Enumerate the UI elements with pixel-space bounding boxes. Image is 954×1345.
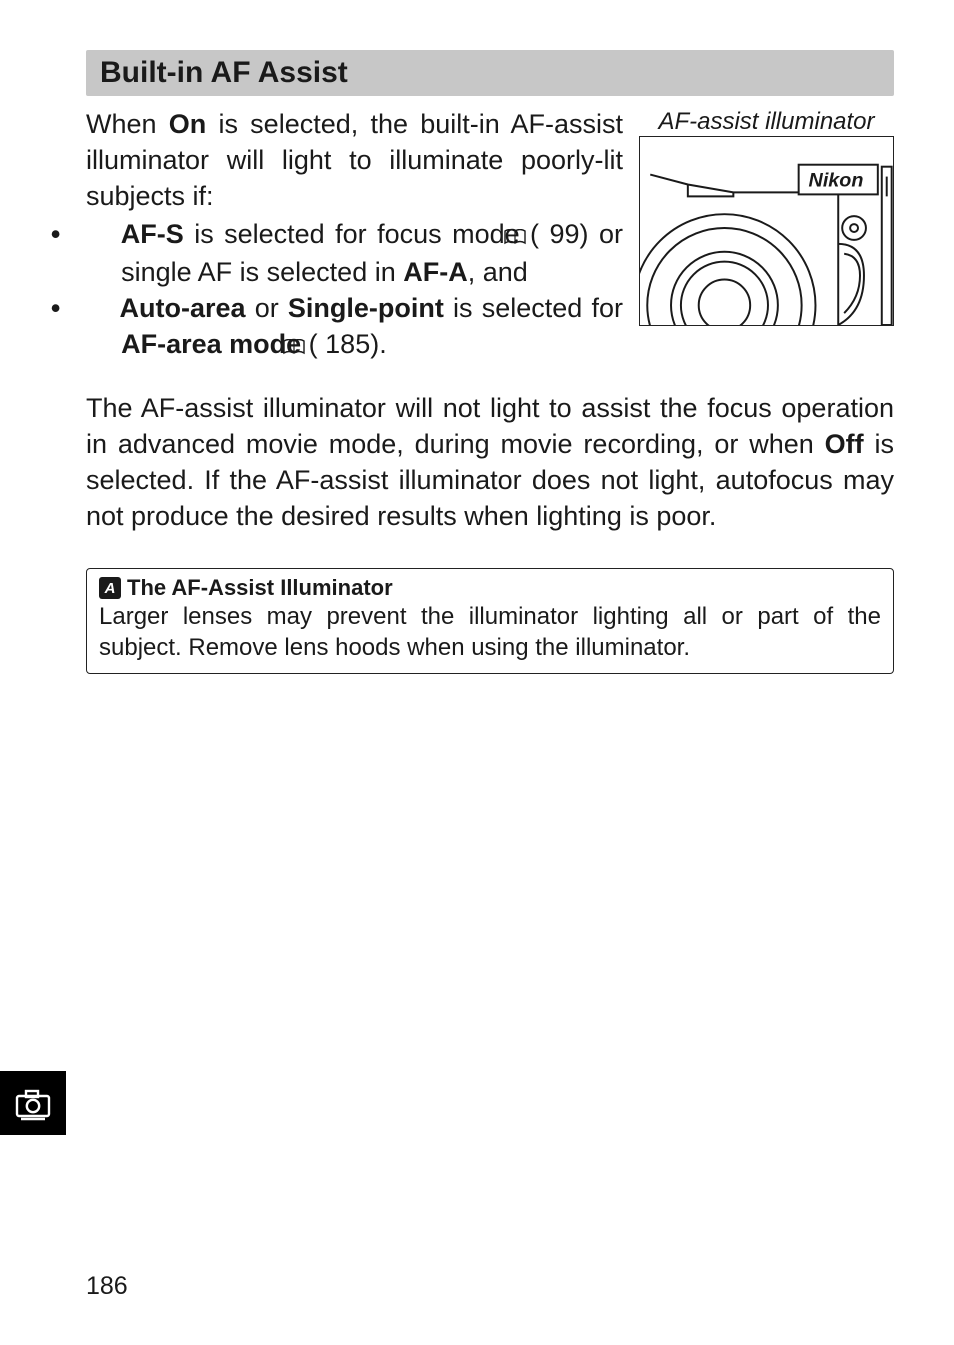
pencil-icon: A	[99, 577, 121, 599]
t: , and	[468, 257, 528, 287]
t: is selected for	[444, 293, 623, 323]
note-title: The AF-Assist Illuminator	[127, 575, 393, 601]
t: When	[86, 109, 169, 139]
figure-af-assist: AF-assist illuminator Nikon	[639, 108, 894, 326]
page-number: 186	[86, 1272, 128, 1301]
page-ref-99: 99	[539, 219, 579, 249]
t: is selected for focus mode (	[184, 219, 539, 249]
camera-icon	[14, 1084, 52, 1122]
singlepoint-label: Single-point	[288, 293, 444, 323]
note-box: A The AF-Assist Illuminator Larger lense…	[86, 568, 894, 674]
section-title: Built-in AF Assist	[100, 56, 348, 89]
t: or	[246, 293, 288, 323]
nikon-logo-text: Nikon	[809, 169, 864, 191]
t: The AF-assist illuminator will not light…	[86, 393, 894, 459]
afa-label: AF-A	[403, 257, 467, 287]
note-body: Larger lenses may prevent the illuminato…	[99, 601, 881, 663]
on-label: On	[169, 109, 207, 139]
t: ).	[370, 329, 387, 359]
note-title-row: A The AF-Assist Illuminator	[99, 575, 881, 601]
section-header: Built-in AF Assist	[86, 50, 894, 96]
side-tab-camera	[0, 1071, 66, 1135]
afs-label: AF-S	[121, 219, 184, 249]
off-label: Off	[825, 429, 864, 459]
paragraph-2: The AF-assist illuminator will not light…	[86, 390, 894, 534]
autoarea-label: Auto-area	[119, 293, 245, 323]
figure-caption: AF-assist illuminator	[639, 108, 894, 136]
page-ref-185: 185	[318, 329, 371, 359]
afareamode-label: AF-area mode	[121, 329, 301, 359]
camera-illustration: Nikon	[639, 136, 894, 326]
